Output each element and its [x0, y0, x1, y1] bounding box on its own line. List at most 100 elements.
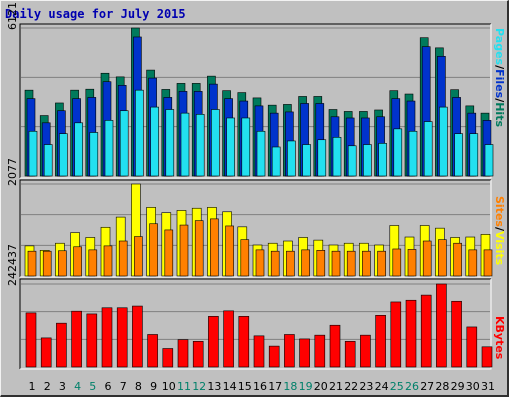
sites-bar [483, 249, 493, 277]
day-label: 24 [375, 380, 389, 393]
pages-bar [393, 128, 403, 177]
kbytes-bar-face [40, 337, 52, 368]
kbytes-bar-face [284, 334, 295, 368]
pages-bar [378, 143, 387, 177]
pages-bar-face [28, 130, 38, 177]
pages-bar-face [150, 106, 159, 177]
visits-legend: Sites/Visits [493, 196, 506, 266]
sites-bar [270, 250, 280, 277]
sites-bar-face [453, 242, 462, 277]
visits-max-label: 2077 [6, 158, 19, 186]
pages-bar [28, 130, 38, 177]
pages-bar [408, 130, 418, 177]
sites-bar [392, 248, 402, 277]
pages-bar-face [439, 106, 448, 177]
sites-bar [210, 218, 219, 277]
pages-bar-face [393, 128, 403, 177]
hits-legend-hits: Hits [493, 102, 506, 127]
pages-bar [317, 139, 327, 177]
sites-bar [316, 250, 326, 277]
kbytes-bar-face [390, 301, 402, 368]
sites-bar [42, 250, 52, 277]
kbytes-max-label: 242437 [6, 244, 19, 286]
pages-bar [469, 133, 479, 177]
day-label: 20 [314, 380, 328, 393]
day-label: 25 [390, 380, 404, 393]
sites-bar [149, 223, 158, 277]
pages-bar [363, 144, 372, 177]
pages-bar [119, 110, 129, 177]
kbytes-bar-face [25, 312, 37, 368]
sites-bar-face [255, 249, 265, 277]
sites-bar-face [194, 220, 204, 277]
kbytes-bar-face [132, 305, 143, 368]
pages-bar-face [195, 114, 205, 177]
kbytes-bar [420, 294, 432, 368]
pages-bar-face [408, 130, 418, 177]
sites-bar-face [149, 223, 158, 277]
sites-bar [407, 249, 417, 277]
pages-bar [59, 133, 68, 177]
kbytes-bar-face [238, 316, 250, 368]
day-label: 12 [192, 380, 206, 393]
kbytes-bar-face [177, 339, 189, 368]
kbytes-bar [314, 334, 326, 368]
day-label: 13 [207, 380, 221, 393]
sites-bar [88, 249, 98, 277]
kbytes-bar-face [253, 335, 265, 368]
day-label: 17 [268, 380, 282, 393]
kbytes-bar [390, 301, 402, 368]
pages-bar [256, 130, 266, 177]
day-label: 23 [359, 380, 373, 393]
kbytes-bar [268, 345, 280, 368]
sites-bar-face [331, 250, 341, 277]
sites-bar-face [468, 249, 478, 277]
kbytes-panel-shadow-edge [19, 278, 491, 369]
kbytes-bar-face [162, 348, 174, 368]
day-label: 22 [344, 380, 358, 393]
kbytes-bar-face [481, 346, 493, 368]
pages-bar [241, 117, 251, 177]
day-label: 14 [223, 380, 237, 393]
pages-bar [104, 120, 114, 177]
day-label: 18 [283, 380, 297, 393]
kbytes-bar-face [192, 341, 204, 368]
kbytes-bar [208, 316, 219, 368]
day-label: 28 [435, 380, 449, 393]
chart-title: Daily usage for July 2015 [5, 7, 186, 21]
sites-bar [194, 220, 204, 277]
sites-bar-face [42, 250, 52, 277]
pages-bar-face [454, 133, 463, 177]
sites-bar-face [240, 239, 250, 277]
sites-bar-face [88, 249, 98, 277]
day-label: 27 [420, 380, 434, 393]
kbytes-panel-light-edge [20, 279, 492, 370]
pages-bar-face [226, 117, 235, 177]
day-label: 4 [74, 380, 81, 393]
day-label: 29 [451, 380, 465, 393]
pages-bar-face [180, 112, 190, 177]
pages-bar [195, 114, 205, 177]
pages-bar-face [119, 110, 129, 177]
pages-bar-face [135, 89, 144, 177]
day-label: 16 [253, 380, 267, 393]
sites-bar-face [210, 218, 219, 277]
sites-bar [118, 240, 128, 277]
visits-panel-light-edge [20, 180, 492, 278]
hits-legend-separator: / [493, 98, 506, 103]
day-label: 3 [59, 380, 66, 393]
kbytes-bar-face [436, 283, 447, 368]
sites-bar-face [407, 249, 417, 277]
sites-bar-face [225, 225, 234, 277]
pages-bar [43, 144, 53, 177]
hits-legend-separator: / [493, 65, 506, 70]
kbytes-bar [132, 305, 143, 368]
pages-bar-face [378, 143, 387, 177]
kbytes-bar-face [86, 313, 98, 368]
sites-bar-face [103, 245, 113, 277]
kbytes-bar [481, 346, 493, 368]
kbytes-bar [344, 341, 356, 368]
pages-bar [211, 109, 220, 177]
sites-bar-face [483, 249, 493, 277]
day-label: 9 [150, 380, 157, 393]
